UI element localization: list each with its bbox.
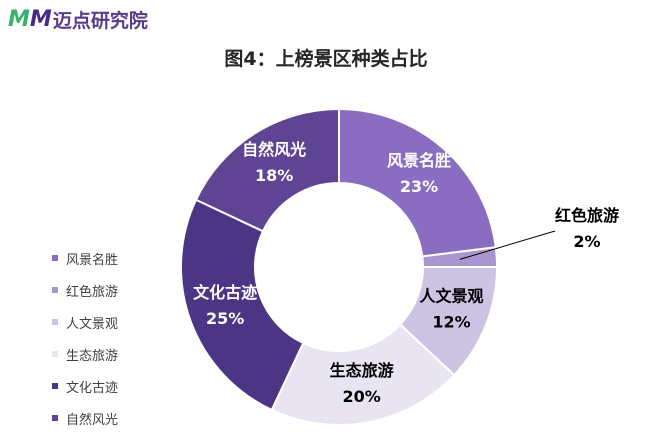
legend-item: 自然风光 <box>52 402 118 434</box>
legend-swatch <box>52 351 58 357</box>
legend-swatch <box>52 255 58 261</box>
legend-item: 红色旅游 <box>52 274 118 306</box>
logo-name: 迈点研究院 <box>52 10 148 32</box>
legend-item: 文化古迹 <box>52 370 118 402</box>
chart-title: 图4：上榜景区种类占比 <box>224 48 428 70</box>
logo: MM 迈点研究院 <box>8 6 148 33</box>
slice-4 <box>270 323 456 426</box>
legend-item: 风景名胜 <box>52 242 118 274</box>
logo-mark: MM <box>8 7 52 32</box>
slice-1 <box>338 107 497 258</box>
slice-value-label: 23% <box>400 177 438 196</box>
legend-label: 自然风光 <box>66 412 119 428</box>
slice-category-label: 生态旅游 <box>330 361 394 380</box>
legend-label: 生态旅游 <box>66 348 119 364</box>
slice-value-label: 12% <box>432 313 470 332</box>
legend-label: 风景名胜 <box>66 252 119 268</box>
callout-line <box>459 230 556 260</box>
slice-category-label: 文化古迹 <box>193 283 257 302</box>
slice-value-label: 18% <box>255 166 293 185</box>
legend-swatch <box>52 319 58 325</box>
slice-category-label: 人文景观 <box>419 287 483 306</box>
legend-label: 文化古迹 <box>66 380 119 396</box>
slice-value-label: 20% <box>343 387 381 406</box>
legend-item: 人文景观 <box>52 306 118 338</box>
legend-swatch <box>52 287 58 293</box>
slice-category-label: 红色旅游 <box>555 206 619 225</box>
slice-6 <box>194 107 340 233</box>
legend-swatch <box>52 415 58 421</box>
slice-value-label: 25% <box>206 309 244 328</box>
legend-label: 人文景观 <box>66 316 119 332</box>
legend-swatch <box>52 383 58 389</box>
legend-label: 红色旅游 <box>66 284 119 300</box>
slice-value-label: 2% <box>573 232 600 251</box>
chart-legend: 风景名胜红色旅游人文景观生态旅游文化古迹自然风光 <box>52 242 118 434</box>
slice-category-label: 自然风光 <box>242 140 306 159</box>
slice-category-label: 风景名胜 <box>387 151 451 170</box>
slice-5 <box>180 198 305 412</box>
legend-item: 生态旅游 <box>52 338 118 370</box>
